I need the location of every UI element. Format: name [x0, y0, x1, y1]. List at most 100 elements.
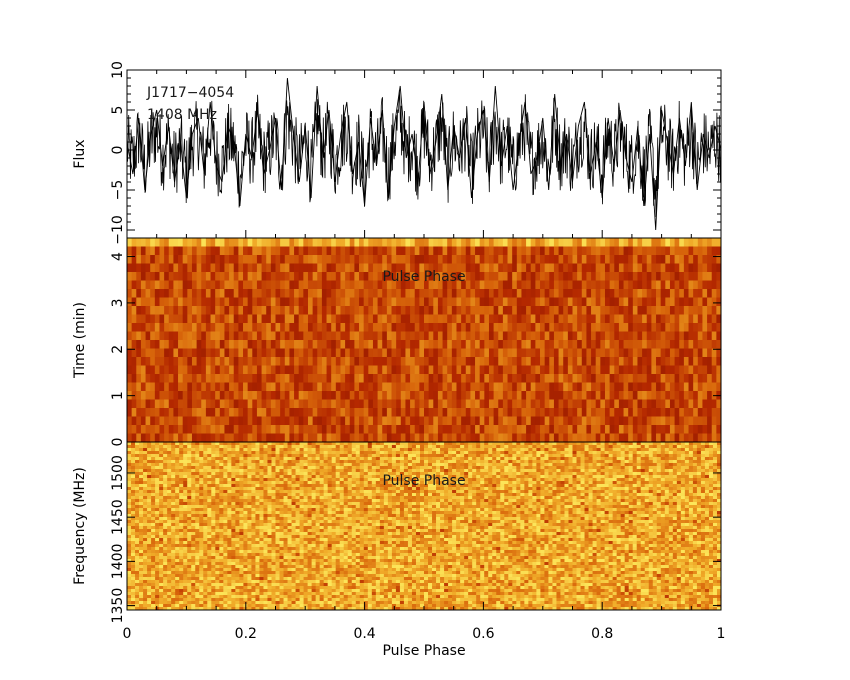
time-phase-cell [294, 348, 300, 358]
time-phase-cell [359, 374, 365, 383]
time-phase-cell [581, 238, 587, 247]
time-phase-cell [219, 246, 225, 256]
frequency-phase-cell [215, 478, 220, 482]
frequency-phase-cell [640, 445, 646, 449]
time-phase-cell [391, 238, 397, 247]
time-phase-cell [437, 357, 443, 366]
time-phase-cell [577, 340, 583, 349]
time-phase-cell [335, 297, 341, 307]
time-phase-cell [665, 263, 671, 273]
frequency-phase-cell [271, 448, 276, 452]
time-phase-cell [382, 306, 388, 315]
frequency-phase-cell [672, 463, 678, 467]
frequency-phase-cell [155, 442, 160, 446]
time-phase-cell [456, 433, 462, 443]
frequency-phase-cell [676, 448, 682, 452]
time-phase-cell [544, 306, 550, 315]
frequency-phase-cell [235, 448, 240, 452]
time-phase-cell [618, 433, 624, 443]
time-phase-cell [215, 374, 221, 383]
time-phase-cell [530, 416, 536, 426]
time-phase-cell [140, 297, 146, 307]
time-phase-cell [345, 382, 351, 392]
time-phase-cell [335, 323, 341, 332]
time-phase-cell [317, 297, 323, 307]
time-phase-cell [419, 357, 425, 366]
frequency-phase-cell [379, 448, 385, 452]
time-phase-cell [396, 408, 402, 417]
time-phase-cell [540, 255, 546, 264]
time-phase-cell [400, 306, 406, 315]
frequency-phase-cell [680, 475, 686, 479]
time-phase-cell [502, 306, 508, 315]
time-phase-cell [437, 374, 443, 383]
frequency-phase-cell [263, 460, 268, 464]
time-phase-cell [604, 331, 611, 341]
frequency-phase-cell [588, 472, 593, 476]
time-phase-cell [127, 365, 133, 375]
time-phase-cell [679, 408, 685, 417]
frequency-phase-cell [367, 463, 373, 467]
time-phase-cell [368, 323, 374, 332]
time-phase-cell [363, 289, 369, 298]
frequency-phase-cell [560, 463, 565, 467]
time-phase-cell [679, 255, 685, 264]
time-phase-cell [312, 408, 318, 417]
frequency-phase-cell [564, 445, 569, 449]
frequency-phase-cell [652, 448, 658, 452]
frequency-phase-cell [131, 442, 136, 446]
time-phase-cell [456, 280, 462, 290]
time-phase-cell [651, 306, 657, 315]
frequency-phase-cell [592, 472, 597, 476]
frequency-phase-cell [183, 457, 188, 461]
frequency-phase-cell [472, 469, 477, 473]
time-phase-cell [140, 255, 146, 264]
frequency-phase-cell [504, 460, 509, 464]
time-phase-cell [623, 289, 629, 298]
time-phase-cell [540, 340, 546, 349]
time-phase-cell [210, 280, 216, 290]
time-phase-cell [632, 246, 638, 256]
time-phase-cell [702, 323, 708, 332]
profile-y-axis-label: Flux [72, 139, 88, 168]
time-phase-cell [275, 255, 281, 264]
time-phase-cell [136, 246, 142, 256]
time-phase-cell [178, 416, 184, 426]
frequency-phase-cell [640, 442, 646, 446]
frequency-phase-cell [468, 463, 473, 467]
frequency-phase-cell [167, 466, 172, 470]
time-phase-cell [679, 297, 685, 307]
time-phase-cell [284, 399, 290, 409]
time-phase-cell [303, 246, 309, 256]
time-phase-cell [187, 348, 193, 358]
time-phase-cell [294, 391, 300, 400]
time-phase-cell [386, 382, 392, 392]
frequency-phase-cell [684, 454, 690, 458]
time-phase-cell [572, 399, 578, 409]
time-phase-cell [256, 391, 262, 400]
time-phase-cell [317, 408, 323, 417]
frequency-phase-cell [179, 451, 184, 455]
time-phase-cell [224, 348, 230, 358]
frequency-phase-cell [279, 466, 284, 470]
time-phase-cell [419, 331, 425, 341]
time-phase-cell [210, 416, 216, 426]
time-phase-cell [707, 255, 713, 264]
time-phase-cell [224, 433, 230, 443]
time-phase-cell [428, 357, 434, 366]
frequency-phase-cell [572, 454, 577, 458]
time-phase-cell [563, 323, 569, 332]
time-phase-cell [391, 323, 397, 332]
time-phase-cell [345, 433, 351, 443]
time-phase-cell [210, 306, 216, 315]
time-phase-cell [419, 246, 425, 256]
frequency-phase-cell [548, 454, 553, 458]
frequency-phase-cell [636, 469, 642, 473]
time-phase-cell [136, 357, 142, 366]
time-phase-cell [544, 314, 550, 324]
time-phase-cell [321, 280, 327, 290]
frequency-phase-cell [632, 460, 638, 464]
time-phase-cell [618, 238, 624, 247]
frequency-phase-cell [267, 457, 272, 461]
time-phase-cell [628, 323, 634, 332]
